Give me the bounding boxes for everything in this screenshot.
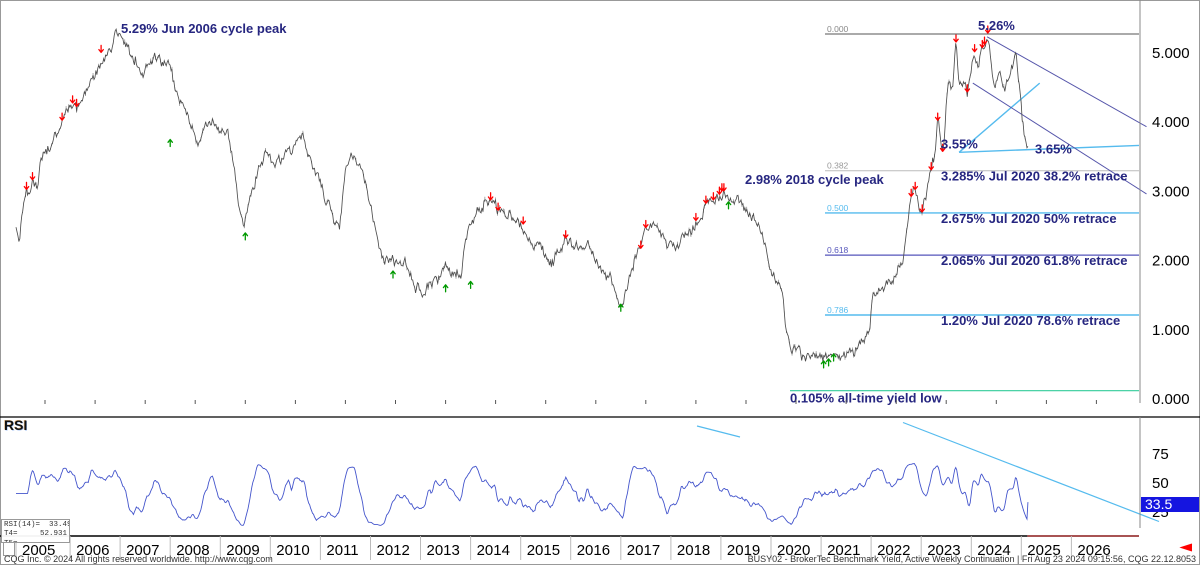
svg-text:4.000: 4.000 xyxy=(1152,114,1190,131)
svg-text:2014: 2014 xyxy=(477,542,510,559)
svg-text:2016: 2016 xyxy=(577,542,610,559)
svg-text:0.500: 0.500 xyxy=(827,203,849,213)
svg-text:3.65%: 3.65% xyxy=(1035,141,1072,156)
svg-text:2010: 2010 xyxy=(276,542,309,559)
svg-text:0.382: 0.382 xyxy=(827,161,849,171)
svg-text:75: 75 xyxy=(1152,446,1169,463)
svg-text:2015: 2015 xyxy=(527,542,560,559)
svg-text:2.98% 2018 cycle peak: 2.98% 2018 cycle peak xyxy=(745,172,885,187)
svg-text:2.065% Jul 2020 61.8% retrace: 2.065% Jul 2020 61.8% retrace xyxy=(941,253,1127,268)
svg-text:1.20% Jul 2020 78.6% retrace: 1.20% Jul 2020 78.6% retrace xyxy=(941,313,1120,328)
svg-text:0.786: 0.786 xyxy=(827,305,849,315)
svg-text:1.000: 1.000 xyxy=(1152,322,1190,339)
svg-text:2.000: 2.000 xyxy=(1152,253,1190,270)
svg-text:2012: 2012 xyxy=(377,542,410,559)
svg-text:3.285% Jul 2020 38.2% retrace: 3.285% Jul 2020 38.2% retrace xyxy=(941,169,1127,184)
svg-text:0.000: 0.000 xyxy=(1152,391,1190,408)
svg-text:2013: 2013 xyxy=(427,542,460,559)
svg-text:5.29% Jun 2006 cycle peak: 5.29% Jun 2006 cycle peak xyxy=(121,21,287,36)
svg-text:50: 50 xyxy=(1152,475,1169,492)
svg-text:3.55%: 3.55% xyxy=(941,136,978,151)
svg-text:5.000: 5.000 xyxy=(1152,45,1190,62)
svg-text:2017: 2017 xyxy=(627,542,660,559)
svg-text:5.26%: 5.26% xyxy=(978,18,1015,33)
svg-text:0.105% all-time yield low: 0.105% all-time yield low xyxy=(790,391,943,406)
svg-text:33.5: 33.5 xyxy=(1145,496,1172,512)
svg-text:2011: 2011 xyxy=(326,542,358,559)
svg-text:2.675% Jul 2020 50% retrace: 2.675% Jul 2020 50% retrace xyxy=(941,211,1117,226)
svg-text:0.000: 0.000 xyxy=(827,24,849,34)
svg-text:0.618: 0.618 xyxy=(827,245,849,255)
svg-text:3.000: 3.000 xyxy=(1152,183,1190,200)
svg-text:2018: 2018 xyxy=(677,542,710,559)
